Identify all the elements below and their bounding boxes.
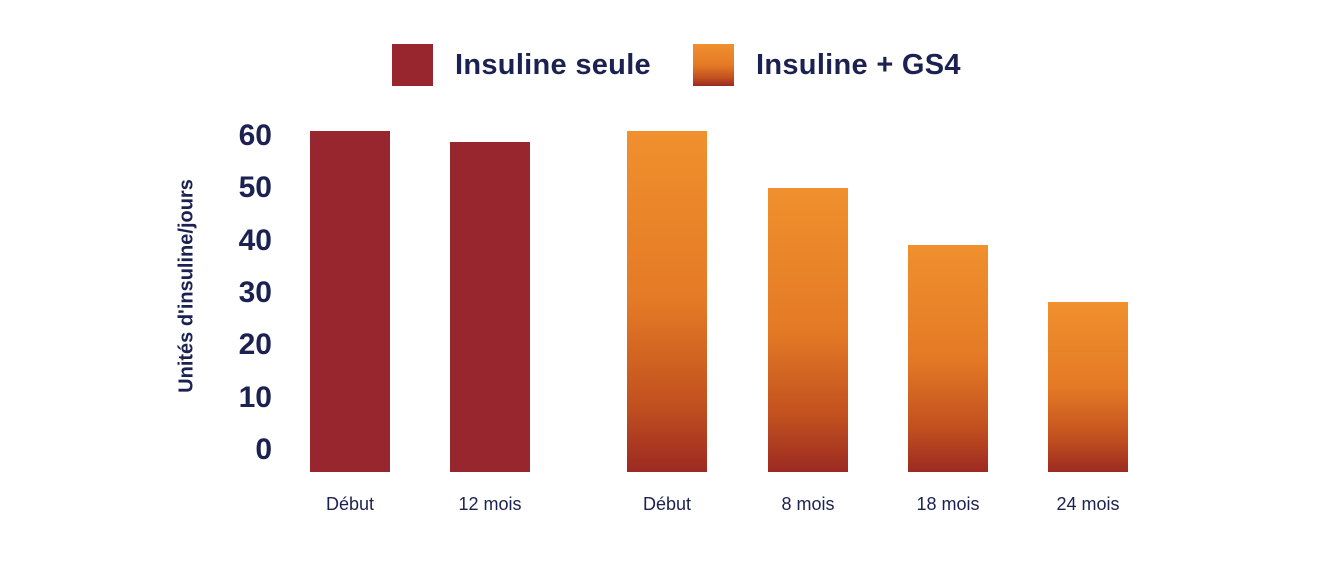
legend-label-insuline-gs4: Insuline + GS4 [756,48,961,81]
legend-label-insuline-seule: Insuline seule [455,48,651,81]
x-tick-label: 24 mois [1056,494,1120,514]
y-tick-label: 30 [238,276,272,309]
bar-insuline-gs4-5 [1048,301,1128,472]
legend-item-insuline-seule: Insuline seule [392,44,651,86]
y-tick-label: 0 [255,433,272,466]
x-tick-label: 12 mois [458,494,522,514]
y-tick-label: 40 [238,223,272,257]
x-tick-label: 8 mois [781,494,835,514]
y-tick-label: 10 [238,380,272,414]
y-tick-label: 50 [238,171,272,205]
bar-insuline-gs4-4 [908,244,988,472]
x-tick-label: 18 mois [916,494,980,514]
bar-insuline-gs4-3 [768,187,848,472]
y-tick-label: 60 [238,119,272,152]
x-tick-label: Début [642,494,692,514]
bar-insuline-seule-0 [310,131,390,472]
legend-swatch-insuline-gs4 [693,44,734,86]
bar-insuline-seule-1 [450,142,530,472]
y-axis-label: Unités d'insuline/jours [175,179,198,393]
bar-insuline-gs4-2 [627,131,707,472]
legend-item-insuline-gs4: Insuline + GS4 [693,44,961,86]
x-tick-label: Début [325,494,375,514]
legend-swatch-insuline-seule [392,44,433,86]
y-tick-label: 20 [238,328,272,362]
